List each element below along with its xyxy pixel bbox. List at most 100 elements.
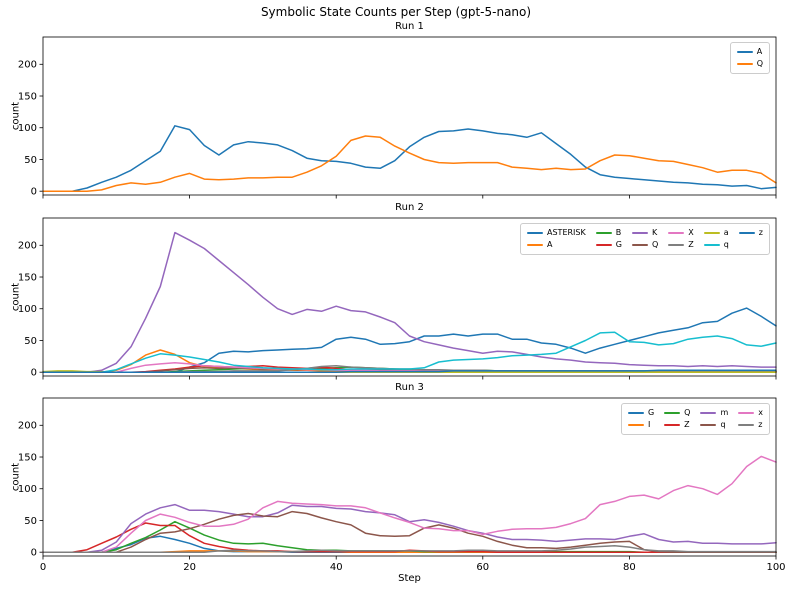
legend-swatch-icon: [631, 244, 648, 246]
legend-swatch-icon: [627, 412, 644, 414]
y-tick-label: 0: [31, 187, 37, 198]
legend-entry-A: A: [527, 239, 586, 251]
legend-label: ASTERISK: [547, 228, 586, 237]
x-tick-label: 0: [40, 562, 46, 573]
legend-swatch-icon: [738, 412, 755, 414]
legend-swatch-icon: [668, 232, 685, 234]
legend-label: Q: [684, 408, 691, 417]
legend-entry-K: K: [631, 227, 658, 239]
legend-entry-I: I: [627, 419, 654, 431]
legend-swatch-icon: [527, 232, 543, 234]
y-tick-label: 150: [18, 452, 37, 463]
legend-label: Z: [684, 420, 690, 429]
run-3-axes: 0 50 100 150 200 0 20 40 60 80 100: [18, 397, 786, 573]
axes-frame: [42, 217, 777, 377]
y-tick-label: 50: [24, 516, 37, 527]
run-2-axes: 0 50 100 150 200: [18, 217, 777, 380]
legend-entry-z: z: [738, 227, 763, 239]
series-line-ASTERISK: [42, 307, 777, 373]
y-tick-label: 200: [18, 421, 37, 432]
legend-label: q: [723, 240, 729, 249]
legend-entry-m: m: [700, 407, 728, 419]
legend-swatch-icon: [703, 244, 720, 246]
y-tick-label: 100: [18, 484, 37, 495]
legend-label: A: [756, 47, 763, 56]
legend-entry-B: B: [595, 227, 622, 239]
y-tick-label: 50: [24, 155, 37, 166]
x-axis-label: Step: [398, 573, 421, 584]
legend-label: z: [758, 228, 763, 237]
legend-entry-Z: Z: [664, 419, 690, 431]
legend-swatch-icon: [631, 232, 648, 234]
series-line-q: [42, 331, 777, 373]
run-1-title: Run 1: [395, 21, 424, 32]
legend-entry-q: q: [703, 239, 729, 251]
legend-label: q: [720, 420, 726, 429]
legend-label: z: [758, 420, 763, 429]
y-tick-label: 0: [31, 548, 37, 559]
legend-swatch-icon: [664, 412, 681, 414]
figure-title: Symbolic State Counts per Step (gpt-5-na…: [260, 5, 532, 19]
y-tick-label: 150: [18, 272, 37, 283]
legend-entry-ASTERISK: ASTERISK: [527, 227, 586, 239]
legend-entry-a: a: [703, 227, 729, 239]
legend-label: X: [688, 228, 694, 237]
series-line-m: [42, 503, 777, 553]
legend-label: m: [720, 408, 729, 417]
legend-entry-X: X: [668, 227, 694, 239]
legend-swatch-icon: [736, 63, 753, 65]
x-tick-label: 60: [476, 562, 489, 573]
legend-label: A: [547, 240, 553, 249]
axes-frame: [42, 397, 777, 557]
run-2-title: Run 2: [395, 202, 424, 213]
legend-swatch-icon: [668, 244, 685, 246]
x-tick-label: 100: [766, 562, 785, 573]
x-tick-label: 80: [623, 562, 636, 573]
legend-swatch-icon: [700, 424, 717, 426]
legend-swatch-icon: [664, 424, 681, 426]
legend-label: I: [647, 420, 651, 429]
series-line-x: [42, 455, 777, 553]
y-tick-label: 200: [18, 241, 37, 252]
legend-swatch-icon: [736, 51, 753, 53]
legend-swatch-icon: [595, 244, 612, 246]
y-tick-label: 0: [31, 368, 37, 379]
legend-entry-Q: Q: [664, 407, 690, 419]
legend-swatch-icon: [703, 232, 720, 234]
legend-swatch-icon: [595, 232, 612, 234]
legend-entry-x: x: [738, 407, 763, 419]
axes-frame: [42, 36, 777, 196]
legend-entry-Z: Z: [668, 239, 694, 251]
legend-label: G: [647, 408, 655, 417]
legend-label: G: [615, 240, 622, 249]
legend-swatch-icon: [527, 244, 543, 246]
y-tick-label: 100: [18, 123, 37, 134]
y-tick-label: 100: [18, 304, 37, 315]
legend-label: Q: [651, 240, 659, 249]
legend-entry-q: q: [700, 419, 728, 431]
legend-entry-G: G: [595, 239, 622, 251]
legend-entry-Q: Q: [631, 239, 659, 251]
x-tick-label: 20: [183, 562, 196, 573]
legend-swatch-icon: [738, 232, 755, 234]
legend-entry-z: z: [738, 419, 763, 431]
series-line-z: [42, 545, 777, 553]
series-line-K: [42, 231, 777, 373]
y-tick-label: 50: [24, 336, 37, 347]
legend-entry-G: G: [627, 407, 655, 419]
run-1-axes: 0 50 100 150 200: [18, 36, 777, 199]
legend-label: x: [758, 408, 763, 417]
series-line-z: [42, 369, 777, 373]
legend-swatch-icon: [700, 412, 717, 414]
legend-swatch-icon: [627, 424, 644, 426]
series-line-A: [42, 125, 777, 192]
legend-label: Z: [688, 240, 694, 249]
series-line-Q: [42, 135, 777, 192]
run-3-title: Run 3: [395, 382, 424, 393]
legend-entry-A: A: [736, 46, 763, 58]
